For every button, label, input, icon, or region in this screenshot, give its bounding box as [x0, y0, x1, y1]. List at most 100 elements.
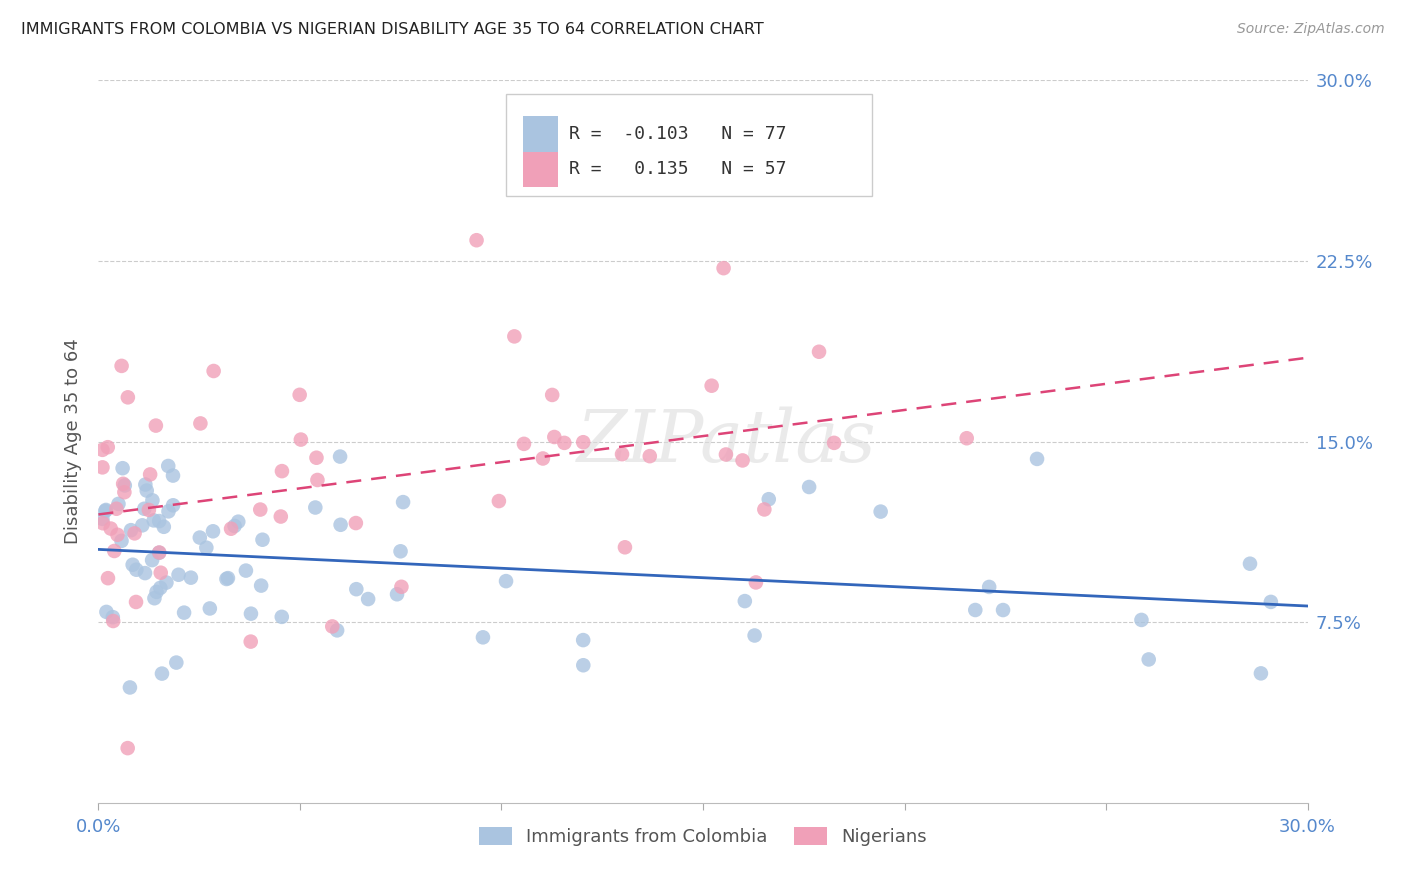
Legend: Immigrants from Colombia, Nigerians: Immigrants from Colombia, Nigerians: [470, 818, 936, 855]
Y-axis label: Disability Age 35 to 64: Disability Age 35 to 64: [63, 339, 82, 544]
Point: [195, 541, 218, 555]
Point: [91, 460, 114, 475]
Point: [613, 541, 636, 555]
Point: [173, 606, 195, 620]
Point: [1130, 613, 1153, 627]
Point: [105, 501, 128, 516]
Point: [572, 658, 595, 673]
Point: [344, 516, 367, 530]
Point: [114, 478, 136, 492]
Point: [270, 610, 292, 624]
Point: [979, 580, 1001, 594]
Point: [101, 610, 124, 624]
Point: [142, 513, 165, 527]
Point: [148, 545, 170, 559]
Point: [869, 505, 891, 519]
Point: [180, 571, 202, 585]
Point: [329, 517, 352, 532]
Point: [134, 501, 156, 516]
Point: [235, 564, 257, 578]
Point: [94, 504, 117, 518]
Point: [1239, 557, 1261, 571]
Point: [149, 581, 172, 595]
Point: [991, 603, 1014, 617]
Point: [553, 436, 575, 450]
Point: [112, 485, 135, 500]
Point: [145, 585, 167, 599]
Point: [305, 450, 328, 465]
Point: [157, 458, 180, 473]
Point: [97, 571, 120, 585]
Text: R =  -0.103   N = 77: R = -0.103 N = 77: [569, 125, 787, 143]
Point: [239, 634, 262, 648]
Point: [91, 442, 114, 457]
Point: [1250, 666, 1272, 681]
Point: [167, 567, 190, 582]
Point: [124, 526, 146, 541]
Point: [135, 483, 157, 498]
Point: [465, 233, 488, 247]
Point: [744, 628, 766, 642]
Point: [217, 571, 239, 585]
Point: [153, 520, 176, 534]
Point: [572, 633, 595, 648]
Point: [138, 503, 160, 517]
Point: [495, 574, 517, 588]
Text: IMMIGRANTS FROM COLOMBIA VS NIGERIAN DISABILITY AGE 35 TO 64 CORRELATION CHART: IMMIGRANTS FROM COLOMBIA VS NIGERIAN DIS…: [21, 22, 763, 37]
Point: [143, 591, 166, 606]
Point: [797, 480, 820, 494]
Point: [141, 553, 163, 567]
Point: [202, 364, 225, 378]
Point: [754, 502, 776, 516]
Point: [329, 450, 352, 464]
Point: [157, 504, 180, 518]
Point: [120, 523, 142, 537]
Point: [150, 666, 173, 681]
Point: [344, 582, 367, 597]
Point: [224, 519, 246, 533]
Point: [125, 563, 148, 577]
Point: [91, 512, 114, 526]
Point: [713, 261, 735, 276]
Point: [107, 528, 129, 542]
Point: [96, 605, 118, 619]
Text: Source: ZipAtlas.com: Source: ZipAtlas.com: [1237, 22, 1385, 37]
Point: [531, 451, 554, 466]
Point: [148, 514, 170, 528]
Point: [321, 619, 343, 633]
Point: [503, 329, 526, 343]
Point: [389, 544, 412, 558]
Point: [326, 624, 349, 638]
Point: [112, 476, 135, 491]
Point: [134, 566, 156, 580]
Point: [134, 477, 156, 491]
Point: [965, 603, 987, 617]
Point: [118, 681, 141, 695]
Point: [714, 448, 737, 462]
Point: [121, 558, 143, 572]
Point: [808, 344, 831, 359]
Point: [215, 572, 238, 586]
Point: [513, 437, 536, 451]
Point: [149, 566, 172, 580]
Point: [148, 546, 170, 560]
Point: [165, 656, 187, 670]
Point: [125, 595, 148, 609]
Point: [91, 516, 114, 531]
Point: [100, 522, 122, 536]
Point: [190, 417, 212, 431]
Point: [155, 575, 177, 590]
Point: [117, 390, 139, 404]
Point: [758, 492, 780, 507]
Point: [201, 524, 224, 539]
Point: [141, 493, 163, 508]
Point: [610, 447, 633, 461]
Point: [731, 453, 754, 467]
Point: [290, 433, 312, 447]
Point: [139, 467, 162, 482]
Point: [101, 614, 124, 628]
Point: [188, 531, 211, 545]
Text: R =   0.135   N = 57: R = 0.135 N = 57: [569, 161, 787, 178]
Point: [1026, 451, 1049, 466]
Point: [745, 575, 768, 590]
